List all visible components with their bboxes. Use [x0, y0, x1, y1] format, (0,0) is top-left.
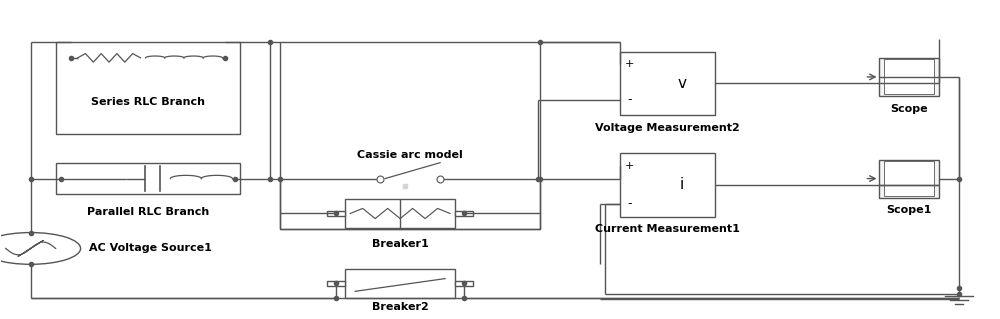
Text: Voltage Measurement2: Voltage Measurement2 — [595, 123, 740, 133]
Bar — [884, 59, 934, 94]
Text: Cassie arc model: Cassie arc model — [357, 150, 463, 160]
Text: +: + — [625, 59, 635, 69]
Bar — [879, 160, 939, 197]
Text: Breaker2: Breaker2 — [372, 302, 429, 312]
Text: -: - — [628, 93, 632, 106]
Bar — [620, 51, 715, 115]
Bar — [56, 42, 240, 134]
Bar — [56, 163, 240, 195]
Text: Series RLC Branch: Series RLC Branch — [91, 97, 205, 107]
Text: -: - — [628, 197, 632, 211]
Bar — [879, 58, 939, 96]
Bar — [345, 269, 455, 298]
Bar — [280, 42, 540, 229]
Text: Scope1: Scope1 — [887, 205, 932, 215]
Text: +: + — [625, 161, 635, 171]
Bar — [620, 153, 715, 217]
Text: i: i — [680, 177, 684, 192]
Bar — [884, 161, 934, 196]
Text: Breaker1: Breaker1 — [372, 239, 429, 249]
Bar — [327, 211, 345, 216]
Bar — [455, 280, 473, 286]
Bar — [345, 199, 455, 228]
Bar — [327, 280, 345, 286]
Text: AC Voltage Source1: AC Voltage Source1 — [89, 243, 211, 253]
Bar — [455, 211, 473, 216]
Text: Parallel RLC Branch: Parallel RLC Branch — [87, 207, 209, 217]
Text: v: v — [678, 76, 687, 91]
Text: Current Measurement1: Current Measurement1 — [595, 224, 740, 234]
Text: Scope: Scope — [891, 104, 928, 114]
